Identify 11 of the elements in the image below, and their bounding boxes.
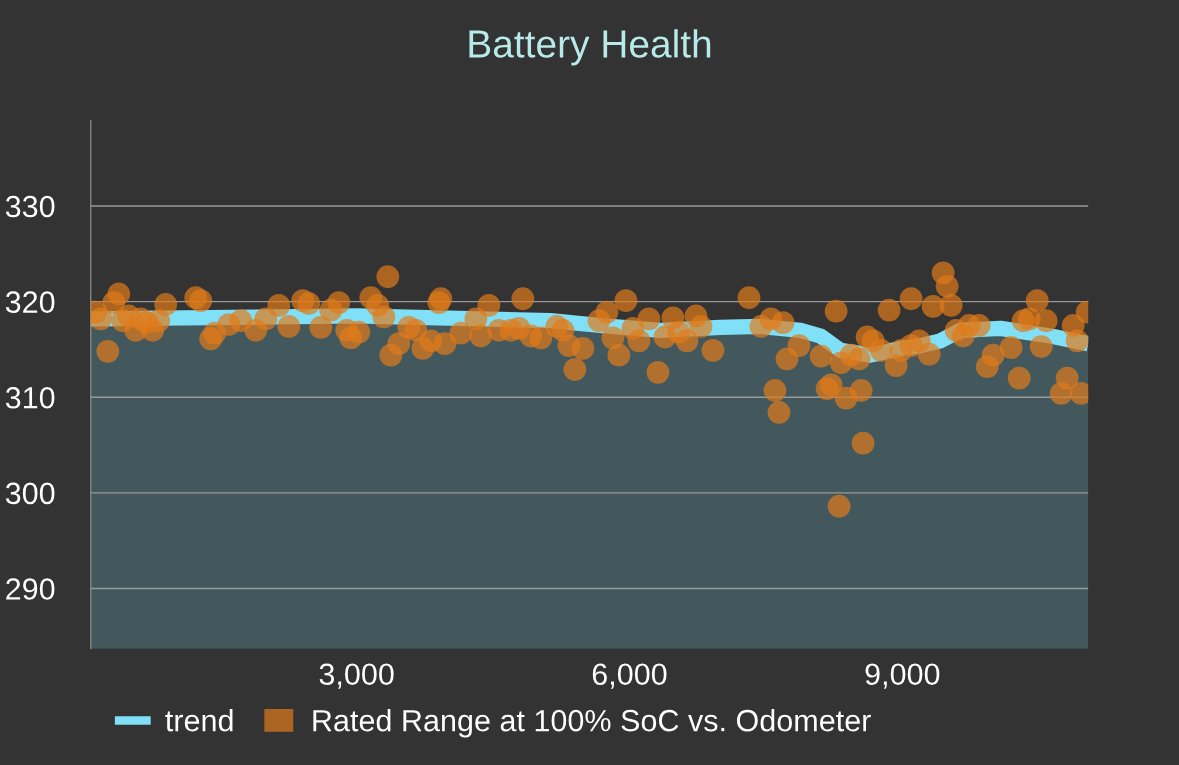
y-tick-label: 300 xyxy=(5,482,55,505)
y-tick-label: 330 xyxy=(5,195,55,218)
x-tick-label: 3,000 xyxy=(319,663,394,689)
y-tick-label: 290 xyxy=(6,578,55,600)
legend-label: trend xyxy=(165,709,233,732)
x-tick-label: 6,000 xyxy=(592,663,667,689)
y-tick-label: 320 xyxy=(5,291,55,313)
chart-title: Battery Health xyxy=(469,29,711,66)
legend-label: Rated Range at 100% SoC vs. Odometer xyxy=(313,709,871,738)
y-tick-label: 310 xyxy=(5,386,55,409)
x-tick-label: 9,000 xyxy=(865,663,940,689)
